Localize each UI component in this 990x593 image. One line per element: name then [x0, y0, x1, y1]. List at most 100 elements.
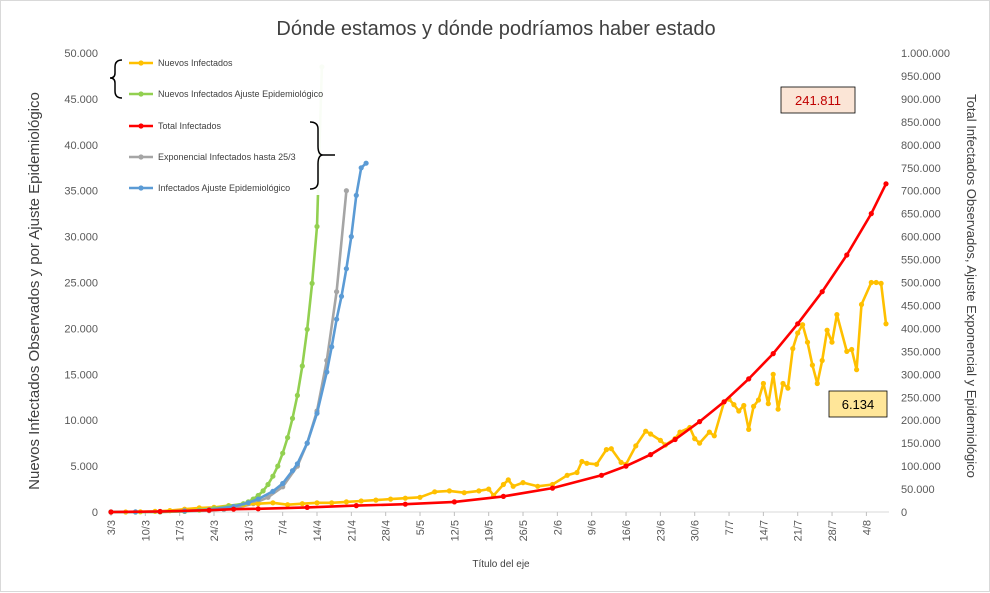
data-point	[643, 428, 649, 434]
legend-swatch-marker	[138, 91, 144, 97]
y-tick-label-right: 500.000	[901, 278, 941, 290]
data-point	[363, 160, 369, 166]
x-tick-label: 19/5	[484, 520, 496, 541]
data-point	[324, 369, 330, 375]
data-point	[280, 450, 286, 456]
y-tick-label-right: 700.000	[901, 186, 941, 198]
data-point	[549, 485, 556, 491]
y-tick-label-left: 35.000	[64, 186, 98, 198]
legend-swatch-marker	[138, 185, 144, 191]
data-point	[309, 280, 315, 286]
y-tick-label-right: 550.000	[901, 255, 941, 267]
data-point	[500, 493, 506, 499]
data-point	[432, 489, 438, 495]
data-point	[657, 437, 664, 443]
y-tick-label-right: 250.000	[901, 392, 941, 404]
y-tick-label-right: 750.000	[901, 163, 941, 175]
x-tick-label: 30/6	[690, 520, 702, 541]
y-tick-label-left: 5.000	[70, 461, 98, 473]
data-point	[785, 385, 791, 391]
data-point	[314, 500, 320, 506]
data-point	[500, 481, 506, 488]
data-point	[814, 380, 820, 387]
data-point	[648, 452, 654, 458]
legend-background	[121, 57, 339, 195]
legend-swatch-marker	[138, 123, 144, 129]
y-tick-label-right: 300.000	[901, 369, 941, 381]
y-tick-label-left: 15.000	[64, 369, 98, 381]
data-point	[711, 433, 717, 439]
data-point	[795, 330, 801, 336]
data-point	[731, 402, 737, 408]
x-tick-label: 14/7	[758, 520, 770, 541]
data-point	[574, 469, 580, 476]
data-point	[289, 468, 296, 474]
data-point	[765, 401, 771, 407]
y-tick-label-right: 950.000	[901, 71, 941, 83]
data-point	[618, 459, 624, 465]
data-point	[314, 223, 320, 230]
y-tick-label-left: 20.000	[64, 323, 98, 335]
data-point	[334, 289, 340, 295]
data-point	[741, 402, 747, 409]
data-point	[299, 501, 305, 507]
data-point	[265, 481, 271, 488]
axes: 0 5.000 10.000 15.000 20.000 25.000 30.000 35.0…	[64, 48, 950, 541]
data-point	[868, 279, 874, 286]
data-point	[775, 406, 781, 412]
x-tick-label: 3/3	[106, 520, 118, 535]
data-point	[697, 419, 703, 425]
data-point	[304, 440, 310, 446]
data-point	[353, 192, 359, 198]
data-point	[746, 426, 752, 432]
data-point	[461, 490, 467, 496]
data-point	[594, 461, 600, 467]
data-point	[402, 501, 408, 507]
x-tick-label: 26/5	[518, 520, 530, 541]
data-point	[329, 500, 335, 506]
data-point	[873, 279, 879, 286]
x-tick-label: 24/3	[209, 520, 221, 541]
data-point	[510, 483, 516, 489]
data-point	[270, 500, 276, 506]
data-point	[206, 507, 212, 513]
data-point	[294, 461, 300, 467]
x-tick-label: 31/3	[243, 520, 255, 541]
data-point	[353, 503, 359, 509]
data-point	[451, 499, 457, 505]
data-point	[608, 446, 614, 452]
data-point	[334, 316, 340, 322]
y-tick-label-right: 650.000	[901, 209, 941, 221]
data-point	[270, 488, 276, 494]
data-point	[157, 508, 163, 515]
series-3	[108, 188, 349, 515]
series-2	[108, 181, 889, 515]
data-point	[388, 496, 394, 502]
legend-item-label: Exponencial Infectados hasta 25/3	[158, 152, 296, 162]
chart-title: Dónde estamos y dónde podríamos haber es…	[276, 18, 715, 40]
x-tick-label: 16/6	[621, 520, 633, 541]
y-tick-label-right: 350.000	[901, 346, 941, 358]
legend-swatch-marker	[138, 154, 144, 160]
data-point	[736, 408, 742, 414]
data-point	[231, 506, 237, 512]
y-tick-label-left: 30.000	[64, 232, 98, 244]
data-point	[849, 346, 855, 353]
data-point	[255, 506, 261, 512]
y-tick-label-right: 200.000	[901, 415, 941, 427]
data-point	[343, 188, 349, 194]
data-point	[760, 380, 767, 387]
data-point	[804, 339, 811, 345]
data-point	[446, 488, 452, 494]
data-point	[348, 234, 354, 240]
data-point	[373, 497, 379, 503]
data-point	[476, 488, 482, 494]
data-point	[255, 492, 261, 499]
x-tick-label: 7/4	[278, 520, 290, 535]
x-tick-label: 7/7	[724, 520, 736, 535]
data-point	[819, 289, 825, 295]
data-point	[770, 351, 776, 357]
data-point	[402, 495, 408, 501]
